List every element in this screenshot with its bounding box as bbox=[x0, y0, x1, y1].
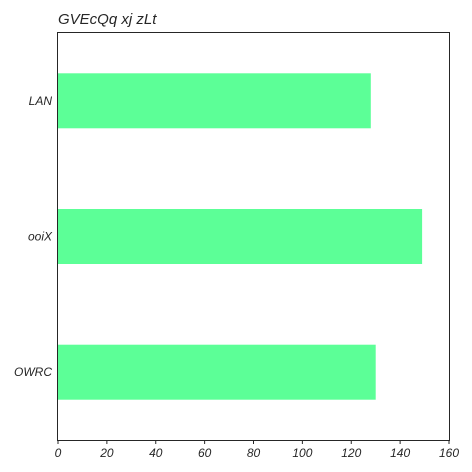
y-axis-categories: LAN ooiX OWRC bbox=[14, 94, 53, 379]
bar-lan bbox=[58, 73, 371, 129]
category-label-lan: LAN bbox=[29, 94, 53, 108]
chart-title: GVEcQq xj zLt bbox=[58, 11, 157, 28]
x-axis-ticks: 0 20 40 60 80 100 120 140 160 bbox=[55, 440, 459, 460]
x-tick-label: 140 bbox=[390, 446, 410, 460]
x-tick-label: 60 bbox=[198, 446, 212, 460]
x-tick-label: 20 bbox=[99, 446, 114, 460]
x-tick-label: 0 bbox=[55, 446, 62, 460]
x-tick-label: 100 bbox=[292, 446, 312, 460]
bars-group bbox=[58, 73, 423, 400]
category-label-owrc: OWRC bbox=[14, 365, 52, 379]
x-tick-label: 40 bbox=[149, 446, 163, 460]
plot-frame bbox=[57, 32, 450, 441]
x-tick-label: 80 bbox=[247, 446, 261, 460]
bar-ooix bbox=[58, 209, 423, 264]
x-tick-label: 120 bbox=[341, 446, 361, 460]
category-label-ooix: ooiX bbox=[28, 230, 53, 244]
bar-owrc bbox=[58, 344, 376, 400]
x-tick-label: 160 bbox=[439, 446, 459, 460]
